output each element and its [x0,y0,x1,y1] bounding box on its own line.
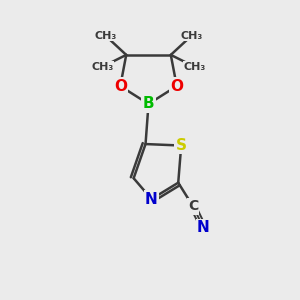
Text: S: S [176,138,187,153]
Text: O: O [114,79,127,94]
Text: CH₃: CH₃ [94,31,116,40]
Text: B: B [143,96,154,111]
Text: C: C [188,200,198,214]
Text: CH₃: CH₃ [184,62,206,72]
Text: CH₃: CH₃ [91,62,114,72]
Text: N: N [145,191,158,206]
Text: N: N [197,220,210,236]
Text: CH₃: CH₃ [181,31,203,40]
Text: O: O [170,79,183,94]
